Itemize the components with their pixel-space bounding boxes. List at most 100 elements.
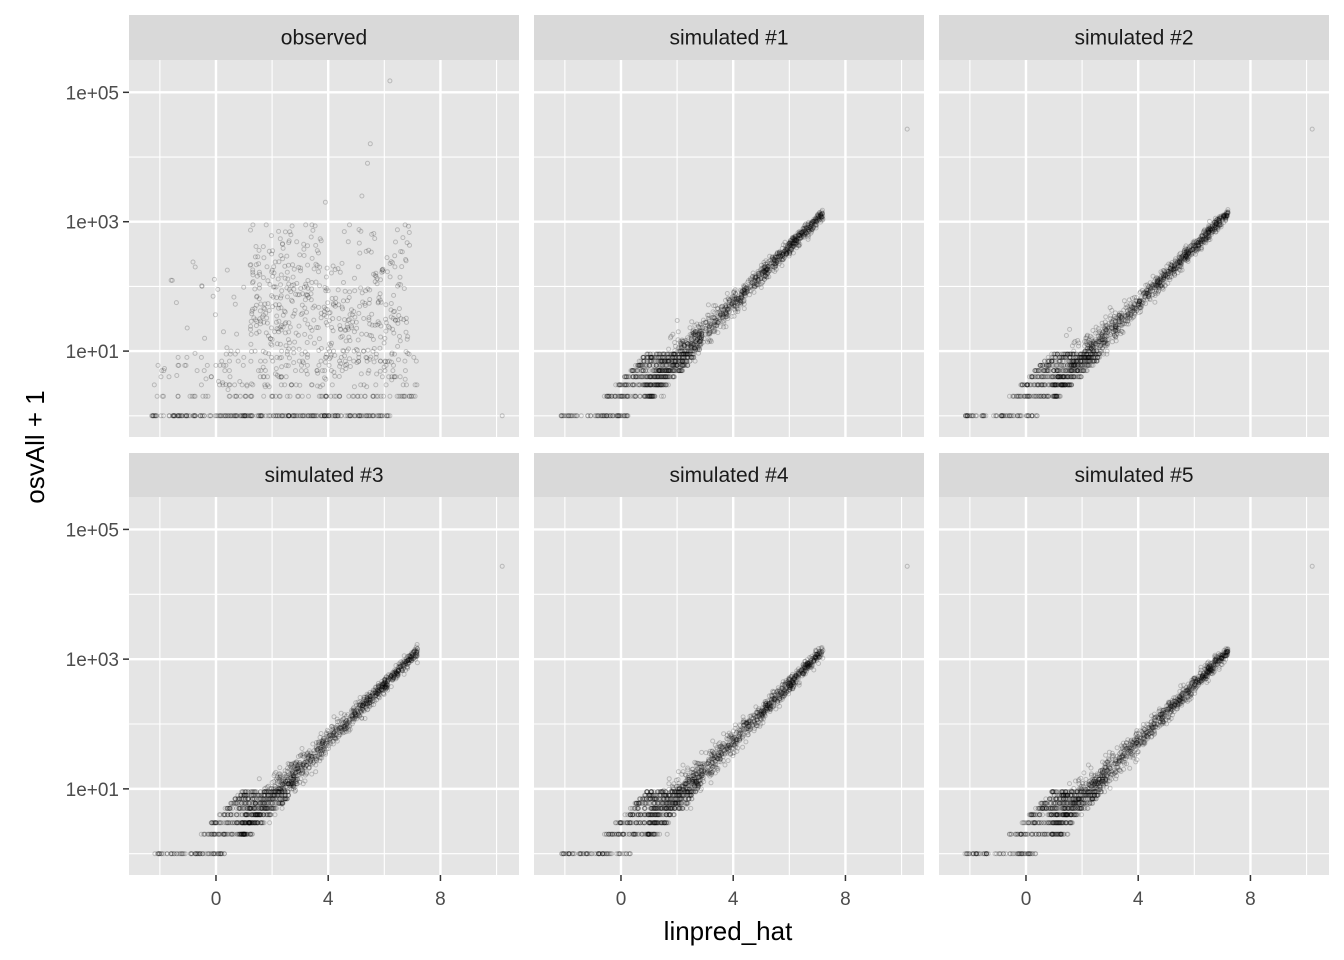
data-point bbox=[568, 413, 574, 419]
data-point bbox=[270, 273, 276, 279]
data-point bbox=[316, 336, 322, 342]
data-point bbox=[403, 329, 409, 335]
data-point bbox=[169, 277, 175, 283]
data-point bbox=[1162, 272, 1168, 278]
data-point bbox=[1157, 280, 1163, 285]
data-point bbox=[672, 348, 678, 354]
data-point bbox=[803, 221, 809, 227]
data-point bbox=[193, 413, 198, 419]
data-point bbox=[1130, 304, 1136, 310]
data-point bbox=[685, 354, 691, 360]
data-point bbox=[1024, 382, 1030, 388]
data-point bbox=[326, 413, 331, 419]
data-point bbox=[656, 368, 662, 374]
data-point bbox=[1060, 374, 1066, 380]
data-point bbox=[692, 358, 698, 364]
data-point bbox=[681, 351, 687, 357]
data-point bbox=[624, 382, 629, 388]
data-point bbox=[788, 248, 794, 254]
data-point bbox=[758, 274, 764, 280]
data-point bbox=[408, 393, 414, 399]
data-point bbox=[1085, 354, 1091, 360]
data-point bbox=[620, 393, 626, 399]
data-point bbox=[1126, 297, 1132, 303]
data-point bbox=[773, 261, 779, 267]
data-point bbox=[638, 374, 644, 380]
data-point bbox=[667, 374, 672, 380]
data-point bbox=[1160, 277, 1166, 283]
data-point bbox=[681, 362, 687, 368]
data-point bbox=[1123, 305, 1129, 311]
data-point bbox=[267, 413, 273, 419]
data-point bbox=[792, 233, 798, 239]
data-point bbox=[661, 368, 667, 374]
data-point bbox=[338, 334, 344, 340]
data-point bbox=[1084, 351, 1090, 357]
data-point bbox=[1043, 374, 1049, 380]
data-point bbox=[280, 413, 286, 419]
data-point bbox=[394, 227, 400, 233]
data-point bbox=[298, 268, 303, 274]
data-point bbox=[721, 307, 727, 313]
data-point bbox=[1172, 262, 1178, 268]
data-point bbox=[616, 413, 622, 419]
data-point bbox=[657, 358, 663, 364]
data-point bbox=[302, 349, 308, 355]
data-point bbox=[669, 362, 675, 368]
data-point bbox=[345, 326, 351, 332]
data-point bbox=[655, 351, 661, 357]
data-point bbox=[1116, 326, 1121, 331]
data-point bbox=[1184, 248, 1190, 254]
data-point bbox=[1153, 282, 1159, 288]
data-point bbox=[819, 207, 825, 213]
data-point bbox=[175, 362, 181, 368]
data-point bbox=[622, 413, 628, 419]
data-point bbox=[793, 240, 799, 246]
data-point bbox=[1034, 413, 1040, 419]
data-point bbox=[274, 372, 280, 378]
data-point bbox=[227, 413, 233, 419]
data-point bbox=[682, 351, 688, 357]
data-point bbox=[756, 282, 762, 288]
data-point bbox=[321, 413, 327, 419]
data-point bbox=[763, 273, 769, 279]
data-point bbox=[367, 141, 373, 147]
data-point bbox=[796, 240, 802, 246]
data-point bbox=[797, 231, 803, 237]
data-point bbox=[403, 258, 409, 264]
data-point bbox=[314, 413, 319, 419]
data-point bbox=[1130, 300, 1136, 306]
data-point bbox=[719, 304, 724, 310]
data-point bbox=[149, 413, 155, 419]
data-point bbox=[650, 374, 656, 380]
data-point bbox=[613, 382, 619, 388]
data-point bbox=[276, 305, 282, 311]
data-point bbox=[708, 337, 714, 343]
data-point bbox=[815, 215, 821, 221]
data-point bbox=[708, 329, 713, 335]
data-point bbox=[1073, 354, 1079, 360]
data-point bbox=[1127, 307, 1133, 313]
data-point bbox=[1045, 368, 1051, 374]
data-point bbox=[693, 339, 698, 345]
data-point bbox=[1038, 393, 1044, 399]
data-point bbox=[1131, 302, 1137, 308]
data-point bbox=[1168, 262, 1174, 268]
data-point bbox=[689, 340, 695, 346]
data-point bbox=[710, 315, 716, 321]
data-point bbox=[1094, 351, 1099, 357]
data-point bbox=[684, 348, 690, 354]
data-point bbox=[763, 264, 769, 270]
data-point bbox=[679, 338, 685, 344]
data-point bbox=[1125, 321, 1131, 327]
data-point bbox=[323, 359, 328, 365]
data-point bbox=[1138, 289, 1143, 295]
data-point bbox=[647, 382, 653, 388]
data-point bbox=[665, 368, 671, 374]
data-point bbox=[395, 283, 401, 289]
data-point bbox=[675, 358, 681, 364]
data-point bbox=[803, 225, 809, 231]
data-point bbox=[616, 393, 622, 399]
data-point bbox=[644, 354, 650, 360]
data-point bbox=[796, 238, 801, 244]
